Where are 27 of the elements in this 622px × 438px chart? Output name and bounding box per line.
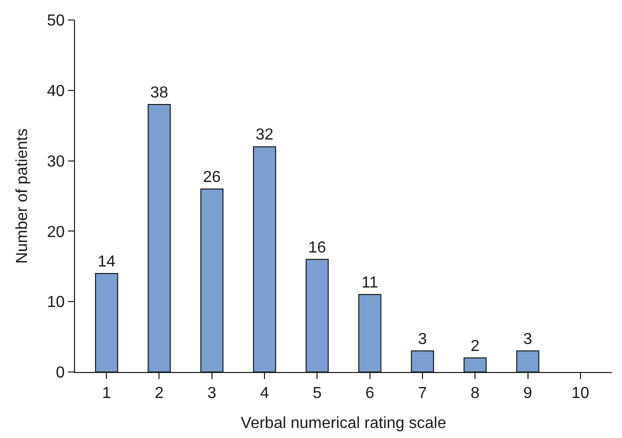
y-tick-label: 30 xyxy=(47,153,65,170)
data-label: 14 xyxy=(98,253,116,270)
x-tick-label: 8 xyxy=(470,385,480,402)
data-label: 3 xyxy=(523,330,532,348)
y-tick-label: 20 xyxy=(47,224,65,241)
x-tick-label: 1 xyxy=(102,385,112,402)
x-tick-label: 5 xyxy=(312,385,322,402)
data-label: 32 xyxy=(256,126,274,144)
data-label: 3 xyxy=(418,330,427,348)
x-tick-label: 4 xyxy=(260,385,270,402)
y-tick-label: 10 xyxy=(47,294,65,312)
x-tick-label: 6 xyxy=(365,385,374,402)
x-tick-label: 10 xyxy=(572,385,590,402)
y-axis-title: Number of patients xyxy=(14,128,31,264)
data-label: 2 xyxy=(470,338,480,355)
x-tick-label: 2 xyxy=(154,385,164,402)
data-label: 11 xyxy=(361,274,378,292)
data-label: 38 xyxy=(150,84,168,102)
x-tick-label: 3 xyxy=(207,385,216,402)
x-tick-label: 7 xyxy=(418,385,428,402)
y-tick-label: 0 xyxy=(56,364,65,382)
y-tick-label: 50 xyxy=(47,12,65,30)
data-label: 16 xyxy=(308,239,326,256)
y-tick-label: 40 xyxy=(47,83,65,100)
x-axis-title: Verbal numerical rating scale xyxy=(240,414,446,432)
x-tick-label: 9 xyxy=(523,385,532,402)
data-label: 26 xyxy=(202,168,221,186)
